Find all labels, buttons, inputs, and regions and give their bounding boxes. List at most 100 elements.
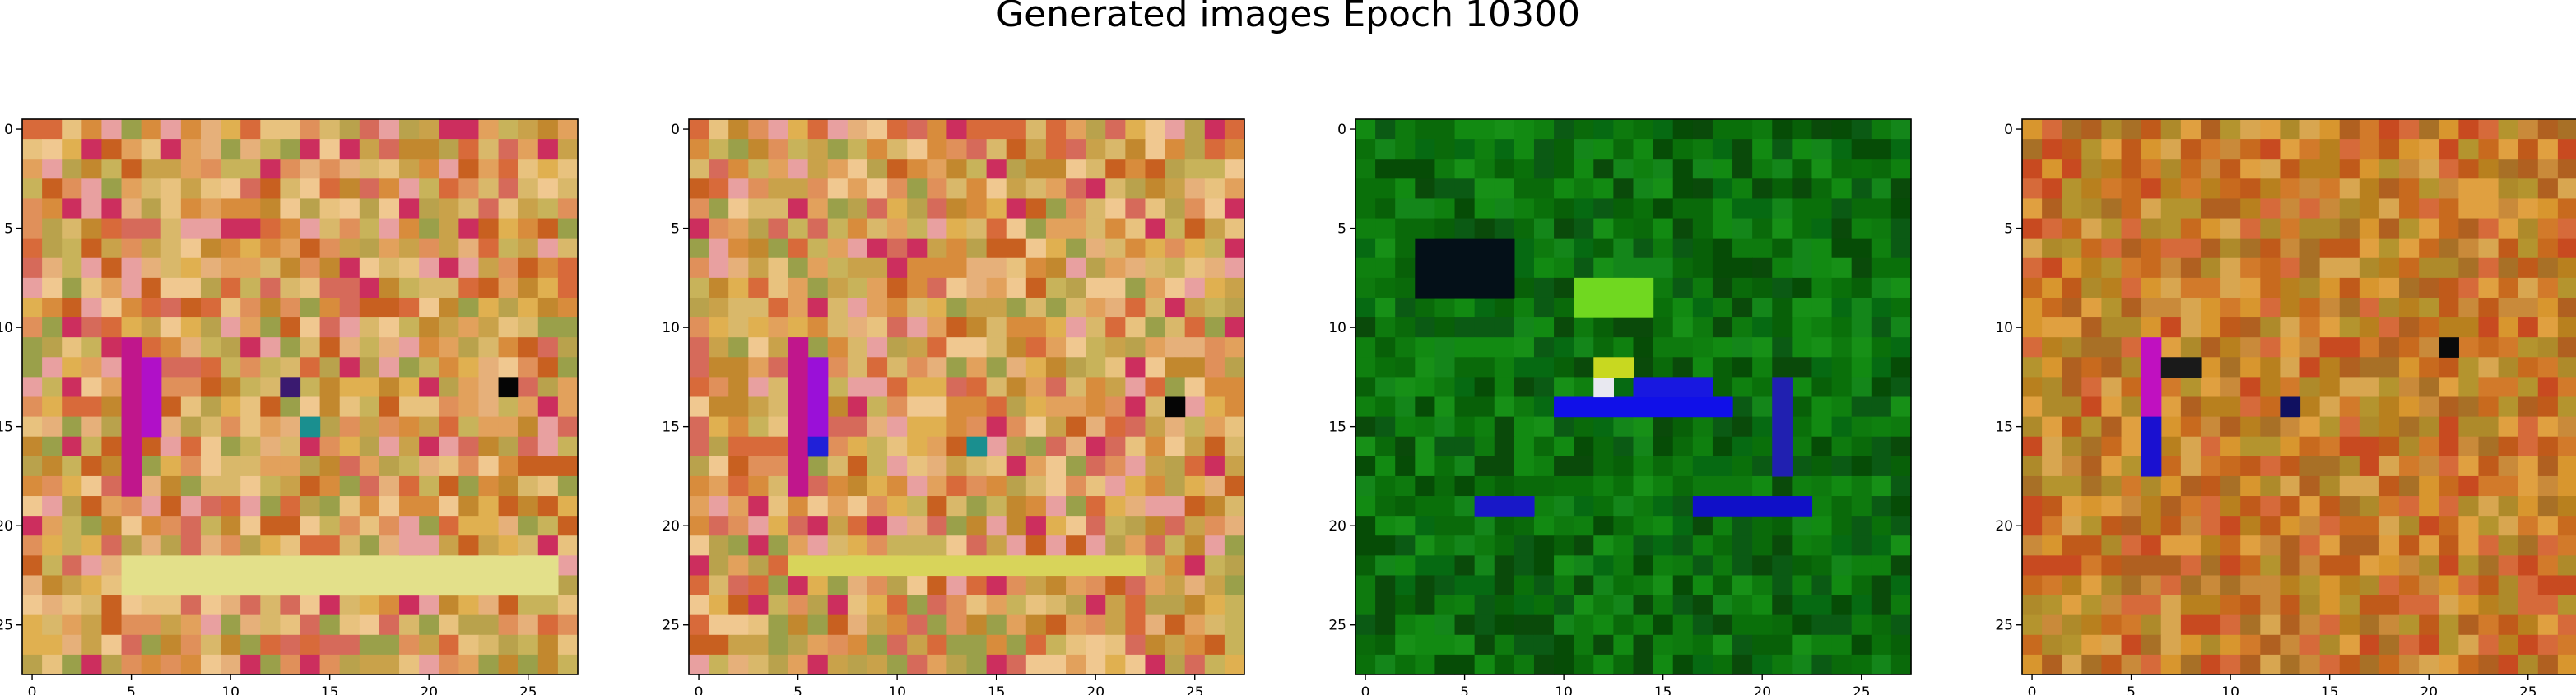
pixel-feature [1772,377,1793,477]
pixel [847,475,868,497]
pixel [1554,218,1574,239]
pixel [2220,654,2241,675]
pixel [1025,634,1047,656]
pixel [2299,119,2321,140]
pixel [221,614,241,636]
pixel [2378,257,2400,279]
pixel [1831,297,1853,318]
pixel [2042,119,2062,140]
pixel [1811,238,1833,259]
pixel [1105,516,1126,536]
pixel [2062,257,2082,279]
pixel [1593,535,1614,556]
pixel [121,654,142,675]
pixel [2121,277,2142,299]
pixel [121,238,142,259]
pixel [1890,277,1912,299]
pixel [2557,337,2576,358]
y-tick-label: 10 [662,320,680,336]
pixel [2240,436,2261,457]
pixel [300,139,321,160]
pixel [339,139,360,160]
pixel [1574,119,1594,140]
pixel [768,516,789,536]
pixel [2081,257,2103,279]
pixel [280,139,301,160]
pixel [1831,535,1853,556]
pixel [1145,535,1166,556]
pixel [22,496,43,517]
pixel [1890,257,1912,279]
pixel [689,535,709,556]
pixel [1066,198,1086,220]
pixel [240,436,261,457]
pixel [1395,475,1416,497]
pixel [1025,257,1047,279]
pixel [1025,119,1047,140]
pixel [537,178,559,200]
pixel [1165,218,1186,239]
pixel [748,178,770,200]
pixel [2518,535,2539,556]
pixel [2359,377,2380,398]
pixel [1045,317,1067,338]
pixel [2458,317,2480,338]
pixel [2299,575,2321,596]
pixel [2141,317,2162,338]
pixel [2498,159,2519,179]
pixel [986,337,1007,358]
pixel [458,396,480,418]
x-tick-label: 0 [2028,684,2037,695]
pixel [101,317,123,338]
pixel [537,198,559,220]
pixel [557,119,579,140]
pixel [1025,575,1047,596]
pixel [2062,277,2082,299]
pixel [280,218,301,239]
pixel [1355,139,1376,160]
pixel [240,357,261,378]
pixel [2200,139,2221,160]
pixel [280,238,301,259]
pixel [2280,634,2301,656]
pixel [1792,377,1813,398]
pixel [1653,257,1674,279]
pixel [2378,634,2400,656]
pixel [1613,516,1634,536]
pixel [1494,555,1515,577]
pixel [419,436,439,457]
pixel [260,119,281,140]
pixel [1533,416,1555,438]
pixel [2478,535,2499,556]
pixel [419,119,439,140]
pixel [260,396,281,418]
pixel [2299,337,2321,358]
pixel [1184,337,1206,358]
pixel [1752,238,1773,259]
pixel [1732,337,1753,358]
pixel [1871,277,1892,299]
pixel [2141,257,2162,279]
pixel [788,654,809,675]
pixel [2101,456,2123,477]
pixel [42,396,63,418]
pixel [1593,575,1614,596]
pixel [260,516,281,536]
pixel [478,535,500,556]
pixel [1732,119,1753,140]
pixel [1851,516,1872,536]
pixel [2022,614,2043,636]
pixel [260,277,281,299]
pixel [2141,198,2162,220]
pixel [927,337,947,358]
pixel [439,218,459,239]
pixel [2081,396,2103,418]
pixel [1224,416,1245,438]
pixel [1554,139,1574,160]
pixel [200,238,221,259]
pixel [1574,139,1594,160]
pixel [1514,456,1535,477]
pixel [1066,139,1086,160]
pixel [887,277,908,299]
